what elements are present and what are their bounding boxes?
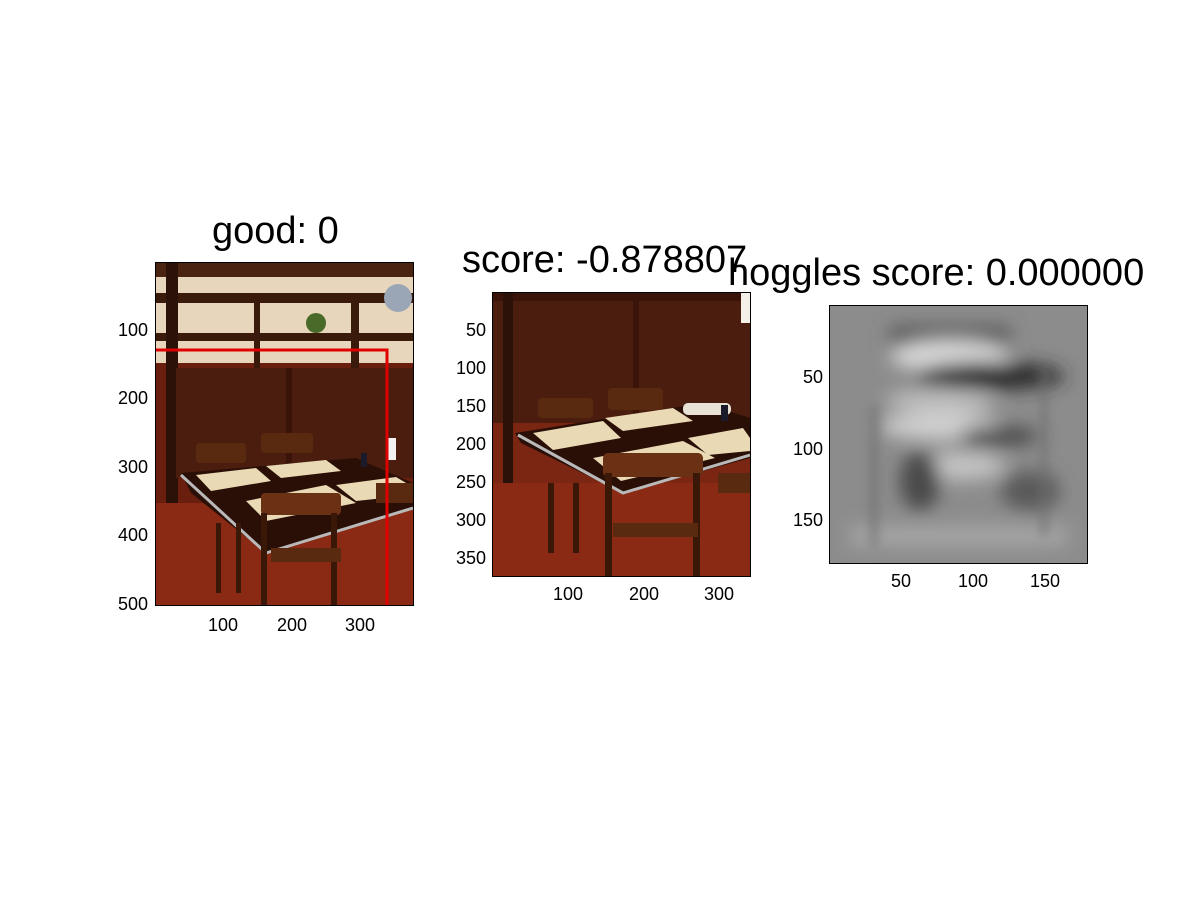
panel-2-ytick: 250 [455,472,486,492]
panel-3-ytick: 100 [792,439,823,459]
detection-box [156,348,389,605]
panel-2-ytick: 350 [455,548,486,568]
panel-1-xtick: 100 [207,615,239,635]
panel-1-ytick: 300 [117,457,148,477]
panel-1-xtick: 200 [276,615,308,635]
panel-3-ytick: 50 [802,367,823,387]
panel-1-title: good: 0 [212,210,339,252]
hoggles-image [830,306,1087,563]
panel-3-xtick: 50 [890,571,912,591]
panel-1-ytick: 500 [117,594,148,614]
restaurant-image-full [156,263,413,605]
panel-2-xtick: 100 [552,584,584,604]
panel-2-xtick: 300 [703,584,735,604]
panel-2-ytick: 50 [465,320,486,340]
panel-1-ytick: 400 [117,525,148,545]
panel-1-ytick: 200 [117,388,148,408]
panel-1-ytick: 100 [117,320,148,340]
panel-3-title: hoggles score: 0.000000 [728,252,1145,294]
panel-2-xtick: 200 [628,584,660,604]
panel-2-ytick: 300 [455,510,486,530]
restaurant-photo [156,263,413,605]
restaurant-image-crop [493,293,750,576]
panel-2-title: score: -0.878807 [462,239,748,281]
panel-1-xtick: 300 [344,615,376,635]
panel-2-ytick: 200 [455,434,486,454]
hog-visualization [830,306,1087,563]
panel-2-ytick: 150 [455,396,486,416]
cropped-photo [493,293,750,576]
panel-3-ytick: 150 [792,510,823,530]
panel-2-ytick: 100 [455,358,486,378]
panel-3-xtick: 100 [957,571,989,591]
panel-3-xtick: 150 [1029,571,1061,591]
